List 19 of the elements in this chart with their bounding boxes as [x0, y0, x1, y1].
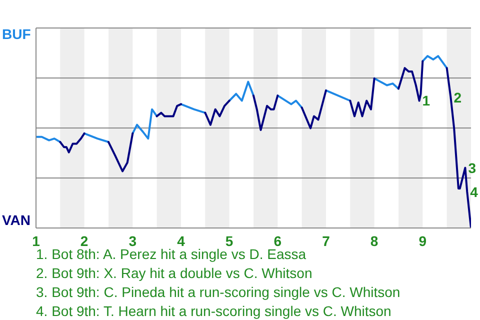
annotation: 4 — [470, 184, 478, 200]
text: VAN — [2, 212, 31, 228]
x-tick-label: 9 — [418, 232, 427, 249]
x-tick-label: 7 — [322, 232, 330, 249]
x-tick-label: 6 — [274, 232, 282, 249]
text: 3. Bot 9th: C. Pineda hit a run-scoring single vs C. Whitson — [36, 283, 400, 302]
x-tick-label: 8 — [370, 232, 378, 249]
x-tick-label: 3 — [128, 232, 137, 249]
x-tick-label: 2 — [80, 232, 88, 249]
annotation: 2 — [454, 89, 462, 106]
text: 4. Bot 9th: T. Hearn hit a run-scoring single vs C. Whitson — [36, 302, 392, 320]
x-tick-label: 4 — [177, 232, 186, 249]
x-tick-label: 1 — [32, 232, 40, 249]
text: 2. Bot 9th: X. Ray hit a double vs C. Whitson — [36, 264, 314, 283]
annotation: 1 — [422, 92, 430, 109]
text: 1. Bot 8th: A. Perez hit a single vs D. Eassa — [36, 246, 306, 262]
annotation: 3 — [468, 160, 476, 176]
text: BUF — [2, 26, 31, 42]
x-tick-label: 5 — [225, 232, 234, 249]
